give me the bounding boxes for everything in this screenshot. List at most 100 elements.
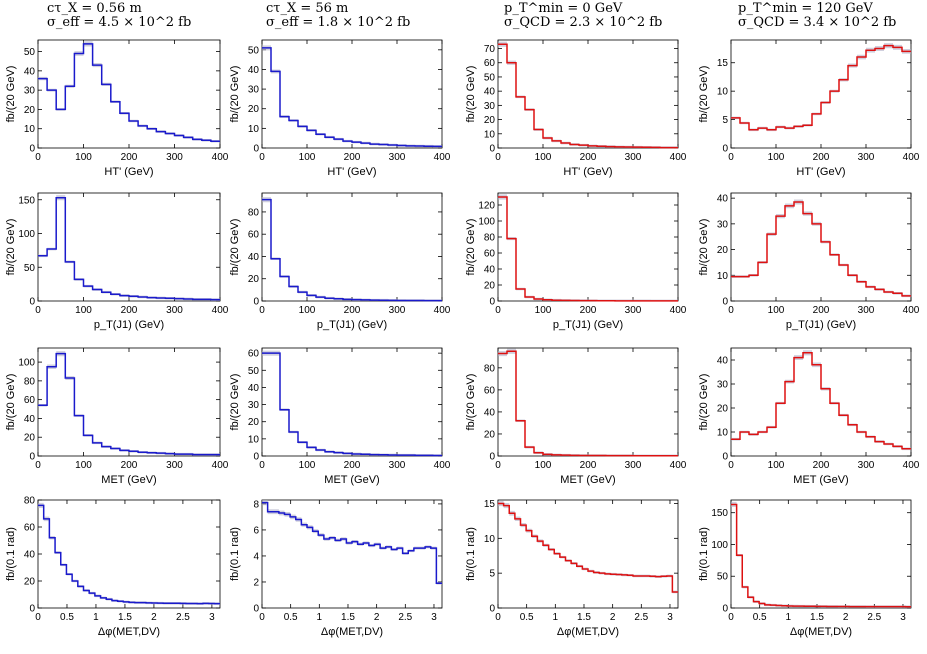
histogram-bin [120, 450, 129, 456]
histogram-bin [860, 607, 866, 608]
column-title-2-line2: σ_eff = 1.8 × 10^2 fb [266, 15, 411, 30]
histogram-bin [731, 439, 740, 456]
histogram-bin [507, 351, 516, 456]
y-tick-label: 0 [722, 452, 728, 463]
histogram-bin [821, 389, 830, 456]
histogram-bin [180, 603, 186, 608]
y-tick-label: 0 [29, 297, 35, 308]
histogram-bin [770, 605, 776, 608]
x-axis-label: p_T(J1) (GeV) [786, 319, 856, 331]
y-tick-label: 20 [717, 404, 729, 415]
histogram-bin [47, 367, 56, 456]
histogram-bin [129, 451, 138, 456]
histogram-bin [388, 455, 397, 456]
histogram-bin [74, 54, 83, 149]
histogram-bin [290, 517, 296, 608]
histogram-bin [594, 572, 600, 608]
histogram-bin [624, 147, 633, 148]
x-tick-label: 300 [166, 460, 183, 471]
histogram-bin [516, 289, 525, 301]
x-tick-label: 200 [580, 305, 597, 316]
histogram-bin [561, 143, 570, 148]
histogram-bin [507, 63, 516, 148]
x-tick-label: 0 [728, 612, 734, 623]
x-tick-label: 100 [768, 152, 785, 163]
histogram-bin [279, 513, 285, 608]
column-title-2: cτ_X = 56 m σ_eff = 1.8 × 10^2 fb [266, 2, 410, 30]
column-title-3-line1: p_T^min = 0 GeV [504, 1, 623, 16]
histogram-bin [307, 527, 313, 608]
histogram-bin [184, 299, 193, 301]
x-axis-label: p_T(J1) (GeV) [94, 319, 164, 331]
x-tick-label: 300 [389, 305, 406, 316]
histogram-bin [543, 300, 552, 301]
histogram-bin [507, 239, 516, 301]
y-tick-label: 20 [248, 274, 260, 285]
x-tick-label: 1 [317, 612, 323, 623]
histogram-bin [875, 49, 884, 148]
y-tick-label: 50 [717, 572, 729, 583]
x-tick-label: 1 [553, 612, 559, 623]
histogram-bin [66, 574, 72, 608]
y-tick-label: 30 [484, 101, 496, 112]
histogram-bin [803, 214, 812, 301]
histogram-bin [424, 301, 433, 302]
histogram-bin [543, 138, 552, 148]
histogram-series-line [498, 350, 678, 457]
histogram-bin [343, 453, 352, 456]
histogram-bin [606, 147, 615, 148]
histogram-bin [599, 573, 605, 608]
histogram-bin [660, 301, 669, 302]
histogram-bin [334, 453, 343, 456]
histogram-bin [525, 110, 534, 148]
x-tick-label: 100 [75, 460, 92, 471]
histogram-bin [849, 607, 855, 608]
histogram-bin [588, 301, 597, 302]
y-tick-label: 60 [484, 385, 496, 396]
histogram-bin [866, 607, 872, 608]
x-tick-label: 2 [151, 612, 157, 623]
histogram-bin [118, 601, 124, 608]
histogram-bin [211, 141, 220, 148]
histogram-bin [316, 134, 325, 148]
histogram-bin [202, 299, 211, 301]
x-tick-label: 400 [903, 305, 920, 316]
y-tick-label: 10 [484, 129, 496, 140]
histogram-bin [433, 455, 442, 456]
histogram-bin [776, 605, 782, 608]
histogram-bin [758, 128, 767, 148]
histogram-bin [307, 447, 316, 456]
y-tick-label: 40 [717, 194, 729, 205]
x-tick-label: 400 [434, 460, 451, 471]
x-tick-label: 400 [212, 305, 229, 316]
histogram-bin [749, 130, 758, 148]
y-axis-label: fb/(20 GeV) [5, 66, 17, 123]
histogram-bin [893, 446, 902, 456]
histogram-bin [38, 405, 47, 456]
histogram-panel-4: 0 100 200 300 400 0 5 10 15 HT' (GeV) fb/(20 GeV) [698, 39, 920, 178]
x-tick-label: 200 [580, 460, 597, 471]
histogram-series-line [262, 198, 442, 302]
histogram-bin [566, 561, 572, 608]
histogram-bin [165, 134, 174, 148]
histogram-bin [280, 117, 289, 148]
x-tick-label: 0 [259, 460, 265, 471]
histogram-bin [209, 604, 215, 608]
histogram-bin [748, 597, 754, 608]
x-tick-label: 0 [495, 612, 501, 623]
histogram-panel-3: 0 100 200 300 400 0 10 20 30 40 50 60 70 HT' (GeV) fb/… [465, 39, 687, 178]
histogram-bin [343, 299, 352, 301]
histogram-bin [857, 282, 866, 301]
histogram-bin [106, 599, 112, 608]
histogram-bin [352, 142, 361, 148]
histogram-bin [65, 262, 74, 301]
histogram-bin [135, 603, 141, 608]
histogram-bin [370, 455, 379, 456]
histogram-series-line [38, 504, 220, 605]
histogram-bin [549, 549, 555, 608]
histogram-bin [102, 447, 111, 456]
histogram-bin [552, 455, 561, 456]
x-tick-label: 200 [344, 460, 361, 471]
x-tick-label: 400 [903, 460, 920, 471]
x-tick-label: 0.5 [520, 612, 534, 623]
